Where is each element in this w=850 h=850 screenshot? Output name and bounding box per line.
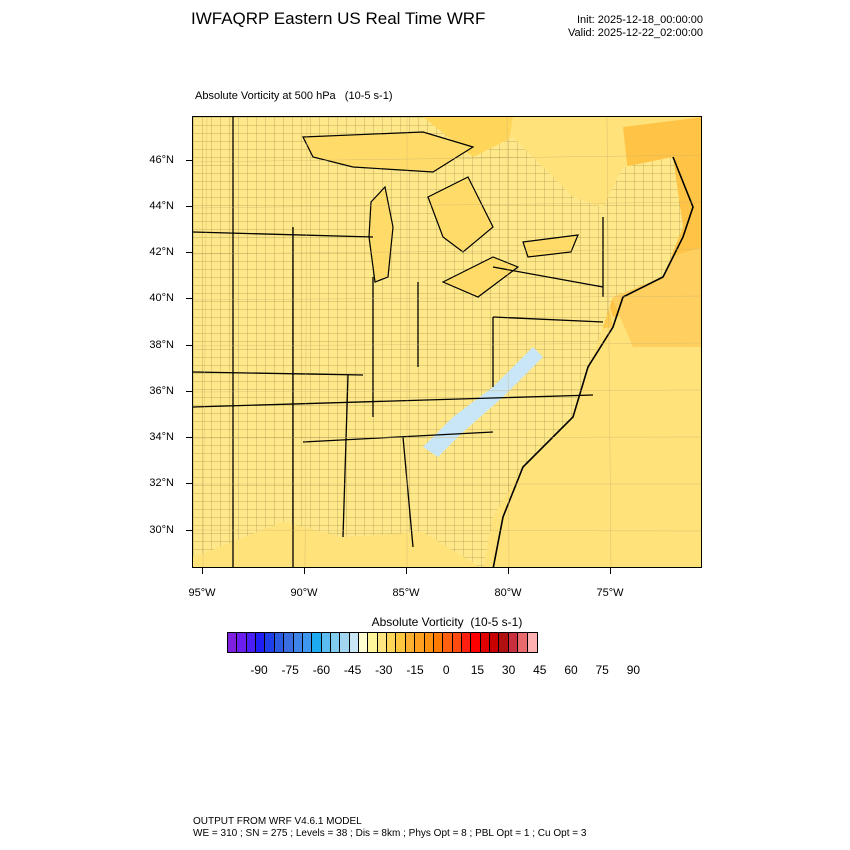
colorbar-box: [237, 633, 247, 652]
valid-time: Valid: 2025-12-22_02:00:00: [568, 27, 703, 39]
colorbar-label: 0: [442, 663, 450, 677]
lon-tick: [508, 568, 509, 574]
lake-superior: [302, 131, 475, 173]
colorbar-label: -30: [375, 663, 393, 677]
vorticity-map: [192, 116, 702, 568]
colorbar-box: [508, 633, 519, 652]
state-boundaries: [193, 117, 604, 567]
lat-label-42n: 42°N: [149, 246, 174, 258]
colorbar-box: [302, 633, 313, 652]
lake-ontario: [522, 234, 579, 258]
footer-line-model: OUTPUT FROM WRF V4.6.1 MODEL: [193, 816, 362, 827]
colorbar-box: [471, 633, 481, 652]
colorbar-label: -90: [250, 663, 268, 677]
lon-tick: [202, 568, 203, 574]
colorbar-label: 75: [595, 663, 609, 677]
lon-label-75w: 75°W: [596, 587, 624, 599]
colorbar-label: 45: [533, 663, 547, 677]
lat-label-40n: 40°N: [149, 292, 174, 304]
lake-erie: [441, 256, 520, 298]
colorbar-label: -45: [343, 663, 362, 677]
colorbar-box: [461, 633, 472, 652]
lat-tick: [186, 483, 192, 484]
colorbar-box: [359, 633, 369, 652]
colorbar: [227, 632, 538, 653]
lat-tick: [186, 252, 192, 253]
lat-label-34n: 34°N: [149, 431, 174, 443]
colorbar-box: [499, 633, 509, 652]
lat-tick: [186, 437, 192, 438]
graticule: [193, 117, 701, 567]
colorbar-label: -60: [312, 663, 331, 677]
lat-tick: [186, 206, 192, 207]
colorbar-label: -15: [406, 663, 424, 677]
footer-line-config: WE = 310 ; SN = 275 ; Levels = 38 ; Dis …: [193, 828, 587, 839]
lon-tick: [610, 568, 611, 574]
lat-label-36n: 36°N: [149, 385, 174, 397]
colorbar-box: [256, 633, 266, 652]
lon-tick: [304, 568, 305, 574]
plot-title: IWFAQRP Eastern US Real Time WRF: [191, 9, 486, 28]
colorbar-box: [480, 633, 491, 652]
colorbar-box: [312, 633, 322, 652]
colorbar-box: [274, 633, 285, 652]
field-title: Absolute Vorticity at 500 hPa (10-5 s-1): [195, 90, 393, 102]
colorbar-box: [246, 633, 257, 652]
lon-tick: [406, 568, 407, 574]
lat-label-32n: 32°N: [149, 477, 174, 489]
colorbar-box: [415, 633, 425, 652]
colorbar-box: [368, 633, 378, 652]
colorbar-box: [518, 633, 528, 652]
colorbar-box: [265, 633, 275, 652]
lon-label-80w: 80°W: [494, 587, 522, 599]
lat-label-38n: 38°N: [149, 339, 174, 351]
colorbar-label: 90: [626, 663, 641, 677]
colorbar-box: [321, 633, 331, 652]
colorbar-box: [405, 633, 416, 652]
colorbar-box: [527, 633, 537, 652]
lat-tick: [186, 345, 192, 346]
lon-label-90w: 90°W: [290, 587, 318, 599]
colorbar-label: 30: [501, 663, 516, 677]
colorbar-box: [452, 633, 462, 652]
lat-label-46n: 46°N: [149, 154, 174, 166]
colorbar-box: [349, 633, 360, 652]
colorbar-label: 15: [470, 663, 485, 677]
colorbar-box: [340, 633, 350, 652]
lat-tick: [186, 530, 192, 531]
colorbar-box: [228, 633, 238, 652]
lat-tick: [186, 298, 192, 299]
lon-label-95w: 95°W: [188, 587, 216, 599]
colorbar-box: [330, 633, 341, 652]
colorbar-box: [284, 633, 294, 652]
county-boundaries: [193, 117, 683, 567]
colorbar-box: [433, 633, 444, 652]
run-times: Init: 2025-12-18_00:00:00 Valid: 2025-12…: [520, 14, 703, 40]
lat-label-30n: 30°N: [149, 524, 174, 536]
colorbar-box: [396, 633, 406, 652]
colorbar-label: 60: [564, 663, 578, 677]
lat-label-44n: 44°N: [149, 200, 174, 212]
colorbar-box: [387, 633, 397, 652]
colorbar-label: -75: [281, 663, 299, 677]
model-footer: OUTPUT FROM WRF V4.6.1 MODEL WE = 310 ; …: [193, 816, 586, 840]
gulf-of-mexico: [193, 522, 480, 567]
lat-tick: [186, 160, 192, 161]
colorbar-box: [293, 633, 303, 652]
colorbar-title: Absolute Vorticity (10-5 s-1): [371, 615, 523, 629]
atlantic-coastline: [492, 156, 694, 567]
colorbar-box: [377, 633, 388, 652]
colorbar-box: [490, 633, 500, 652]
lake-huron: [427, 176, 494, 253]
colorbar-box: [443, 633, 453, 652]
init-time: Init: 2025-12-18_00:00:00: [577, 14, 703, 26]
appalachian-low-vorticity: [423, 347, 543, 457]
colorbar-box: [424, 633, 434, 652]
lat-tick: [186, 391, 192, 392]
lon-label-85w: 85°W: [392, 587, 420, 599]
